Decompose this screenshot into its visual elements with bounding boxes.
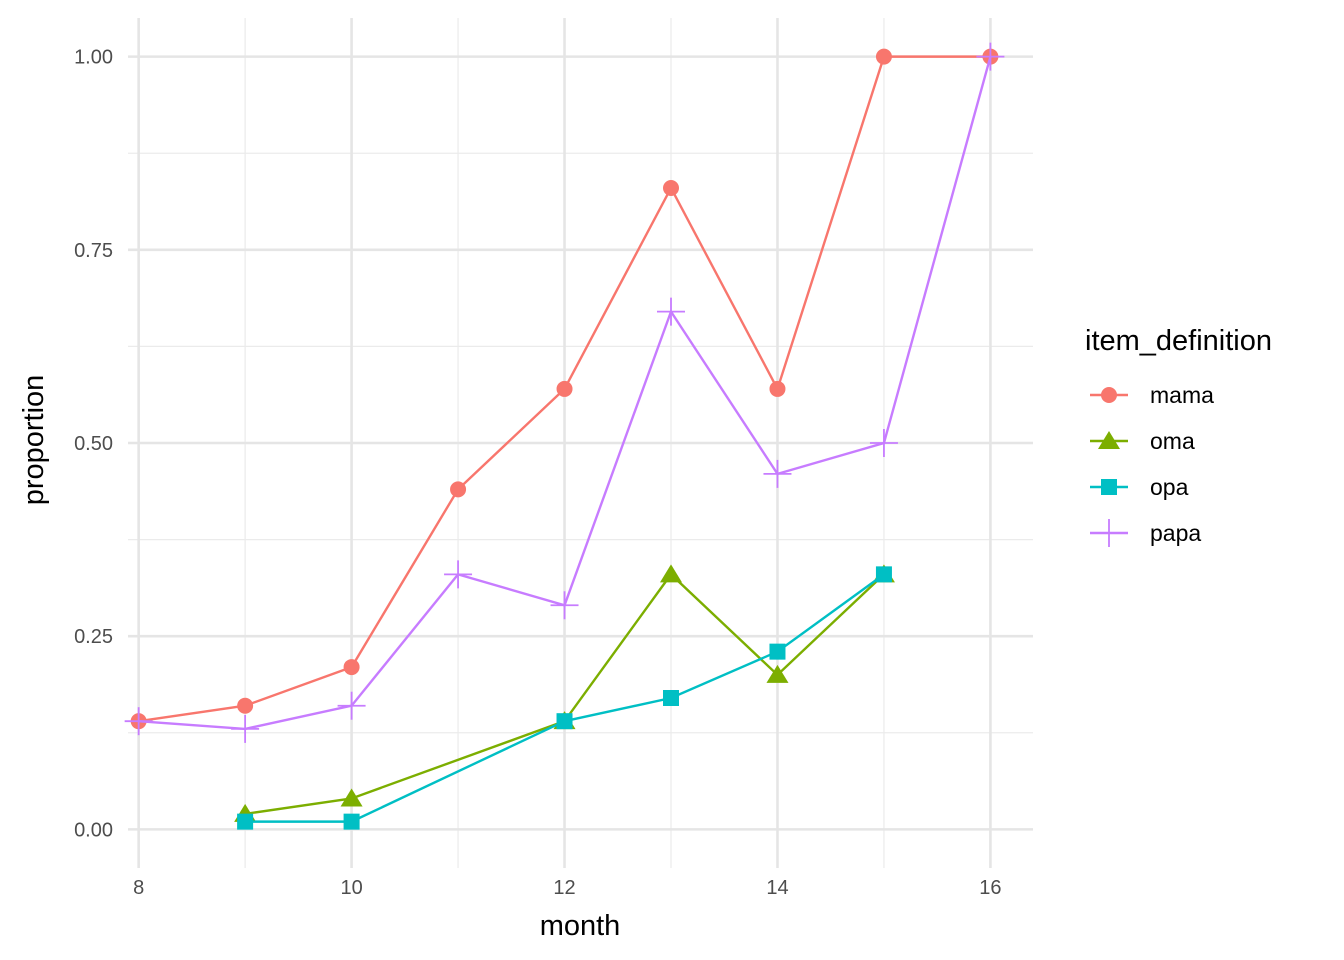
- series-mama: [130, 48, 999, 730]
- legend-item-mama: mama: [1090, 382, 1214, 408]
- data-point-opa: [556, 713, 573, 730]
- data-point-papa: [550, 591, 579, 620]
- data-point-papa: [869, 429, 898, 457]
- x-tick-label: 14: [766, 877, 788, 899]
- data-point-mama: [663, 180, 679, 196]
- data-point-papa: [124, 707, 153, 736]
- data-point-opa: [237, 813, 254, 830]
- legend-item-oma: oma: [1090, 428, 1195, 454]
- series-papa: [124, 42, 1005, 743]
- legend-label-papa: papa: [1150, 520, 1201, 546]
- legend-label-oma: oma: [1150, 428, 1195, 454]
- legend-key-papa: [1095, 519, 1123, 547]
- legend: item_definition mama oma opa papa: [1085, 325, 1272, 547]
- data-point-oma: [660, 564, 682, 583]
- legend-key-opa: [1101, 479, 1117, 495]
- data-point-papa: [337, 691, 366, 720]
- data-point-opa: [769, 643, 786, 660]
- y-axis-title: proportion: [18, 375, 50, 506]
- y-tick-label: 0.50: [74, 433, 113, 455]
- data-point-mama: [556, 380, 573, 397]
- data-point-mama: [343, 659, 360, 676]
- legend-key-mama: [1101, 387, 1117, 403]
- data-point-opa: [875, 566, 892, 583]
- x-tick-label: 16: [979, 877, 1001, 899]
- legend-key-oma: [1098, 431, 1120, 449]
- data-point-opa: [343, 813, 360, 830]
- series-opa: [237, 566, 892, 830]
- x-tick-label: 10: [340, 877, 362, 899]
- legend-label-opa: opa: [1150, 474, 1189, 500]
- grid-major: [128, 18, 1033, 868]
- y-tick-label: 0.75: [74, 240, 113, 262]
- legend-item-papa: papa: [1090, 519, 1201, 547]
- data-point-papa: [976, 42, 1005, 71]
- data-point-papa: [231, 714, 260, 743]
- y-tick-label: 1.00: [74, 47, 113, 69]
- legend-title: item_definition: [1085, 325, 1272, 357]
- series-line-oma: [244, 572, 885, 816]
- data-point-papa: [444, 560, 473, 589]
- data-point-papa: [657, 297, 685, 326]
- series-line-opa: [245, 573, 885, 823]
- data-point-mama: [450, 481, 467, 498]
- x-tick-label: 8: [133, 877, 144, 899]
- data-point-mama: [769, 380, 786, 397]
- x-tick-label: 12: [553, 877, 575, 899]
- legend-item-opa: opa: [1090, 474, 1189, 500]
- data-point-mama: [237, 697, 254, 714]
- data-point-oma: [340, 788, 363, 807]
- data-point-oma: [766, 664, 789, 683]
- legend-label-mama: mama: [1150, 382, 1214, 408]
- y-tick-label: 0.25: [74, 626, 113, 648]
- data-point-opa: [663, 690, 679, 706]
- x-axis-title: month: [540, 910, 621, 942]
- data-point-mama: [875, 48, 892, 65]
- y-axis-ticks: 0.00 0.25 0.50 0.75 1.00: [74, 47, 113, 842]
- x-axis-ticks: 8 10 12 14 16: [133, 877, 1001, 899]
- y-tick-label: 0.00: [74, 819, 113, 841]
- series-layer: [124, 42, 1005, 830]
- data-point-papa: [763, 459, 792, 488]
